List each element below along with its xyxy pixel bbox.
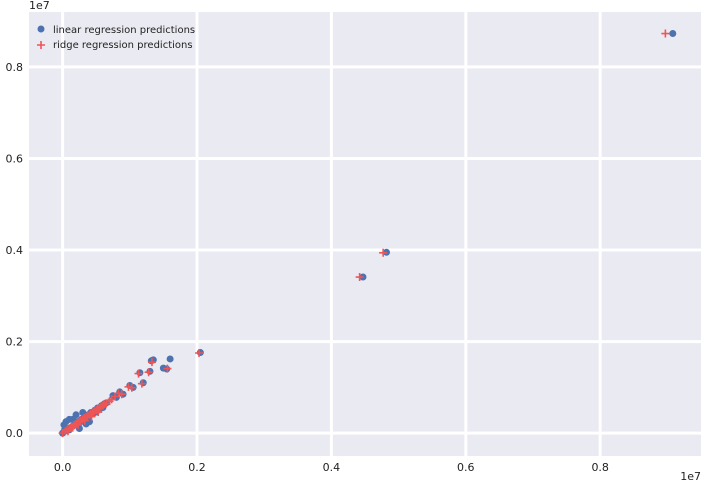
scatter-point-ridge [68, 423, 77, 432]
scatter-point-ridge [74, 420, 83, 429]
scatter-point-ridge [80, 416, 89, 425]
scatter-point-ridge [117, 390, 126, 399]
scatter-point-linear [166, 355, 174, 363]
y-tick-label: 0.2 [6, 336, 24, 349]
x-tick-label: 0.4 [323, 461, 341, 474]
scatter-point-ridge [355, 273, 364, 282]
scatter-point-ridge [379, 248, 388, 257]
scatter-point-ridge [163, 364, 172, 373]
scatter-point-ridge [144, 368, 153, 377]
y-tick-label: 0.0 [6, 427, 24, 440]
scatter-point-ridge [195, 349, 204, 358]
scatter-point-linear [669, 30, 677, 38]
y-tick-label: 0.8 [6, 61, 24, 74]
y-offset-label: 1e7 [29, 0, 50, 12]
legend-label-ridge: ridge regression predictions [53, 40, 193, 51]
scatter-point-ridge [147, 358, 156, 367]
legend-marker-linear [37, 25, 45, 33]
scatter-point-ridge [63, 427, 72, 436]
scatter-point-ridge [661, 29, 670, 38]
scatter-point-linear [69, 415, 77, 423]
x-tick-labels: 0.0 0.2 0.4 0.6 0.8 [54, 461, 609, 474]
y-tick-label: 0.6 [6, 152, 24, 165]
scatter-point-linear [136, 369, 144, 377]
x-tick-label: 0.0 [54, 461, 72, 474]
x-tick-label: 0.6 [457, 461, 475, 474]
scatter-point-ridge [137, 379, 146, 388]
series-ridge-regression [58, 29, 670, 438]
scatter-point-ridge [87, 412, 96, 421]
legend-marker-ridge [37, 41, 45, 49]
x-tick-label: 0.2 [188, 461, 206, 474]
scatter-point-ridge [127, 383, 136, 392]
x-tick-label: 0.8 [591, 461, 609, 474]
scatter-point-linear [146, 367, 154, 375]
y-tick-label: 0.4 [6, 244, 24, 257]
x-offset-label: 1e7 [680, 470, 701, 483]
scatter-point-linear [139, 379, 147, 387]
grid-lines [29, 12, 701, 456]
legend: linear regression predictions ridge regr… [37, 25, 195, 51]
scatter-point-ridge [94, 408, 103, 417]
y-tick-labels: 0.0 0.2 0.4 0.6 0.8 [6, 61, 24, 440]
legend-label-linear: linear regression predictions [53, 25, 195, 36]
scatter-point-ridge [134, 369, 143, 378]
